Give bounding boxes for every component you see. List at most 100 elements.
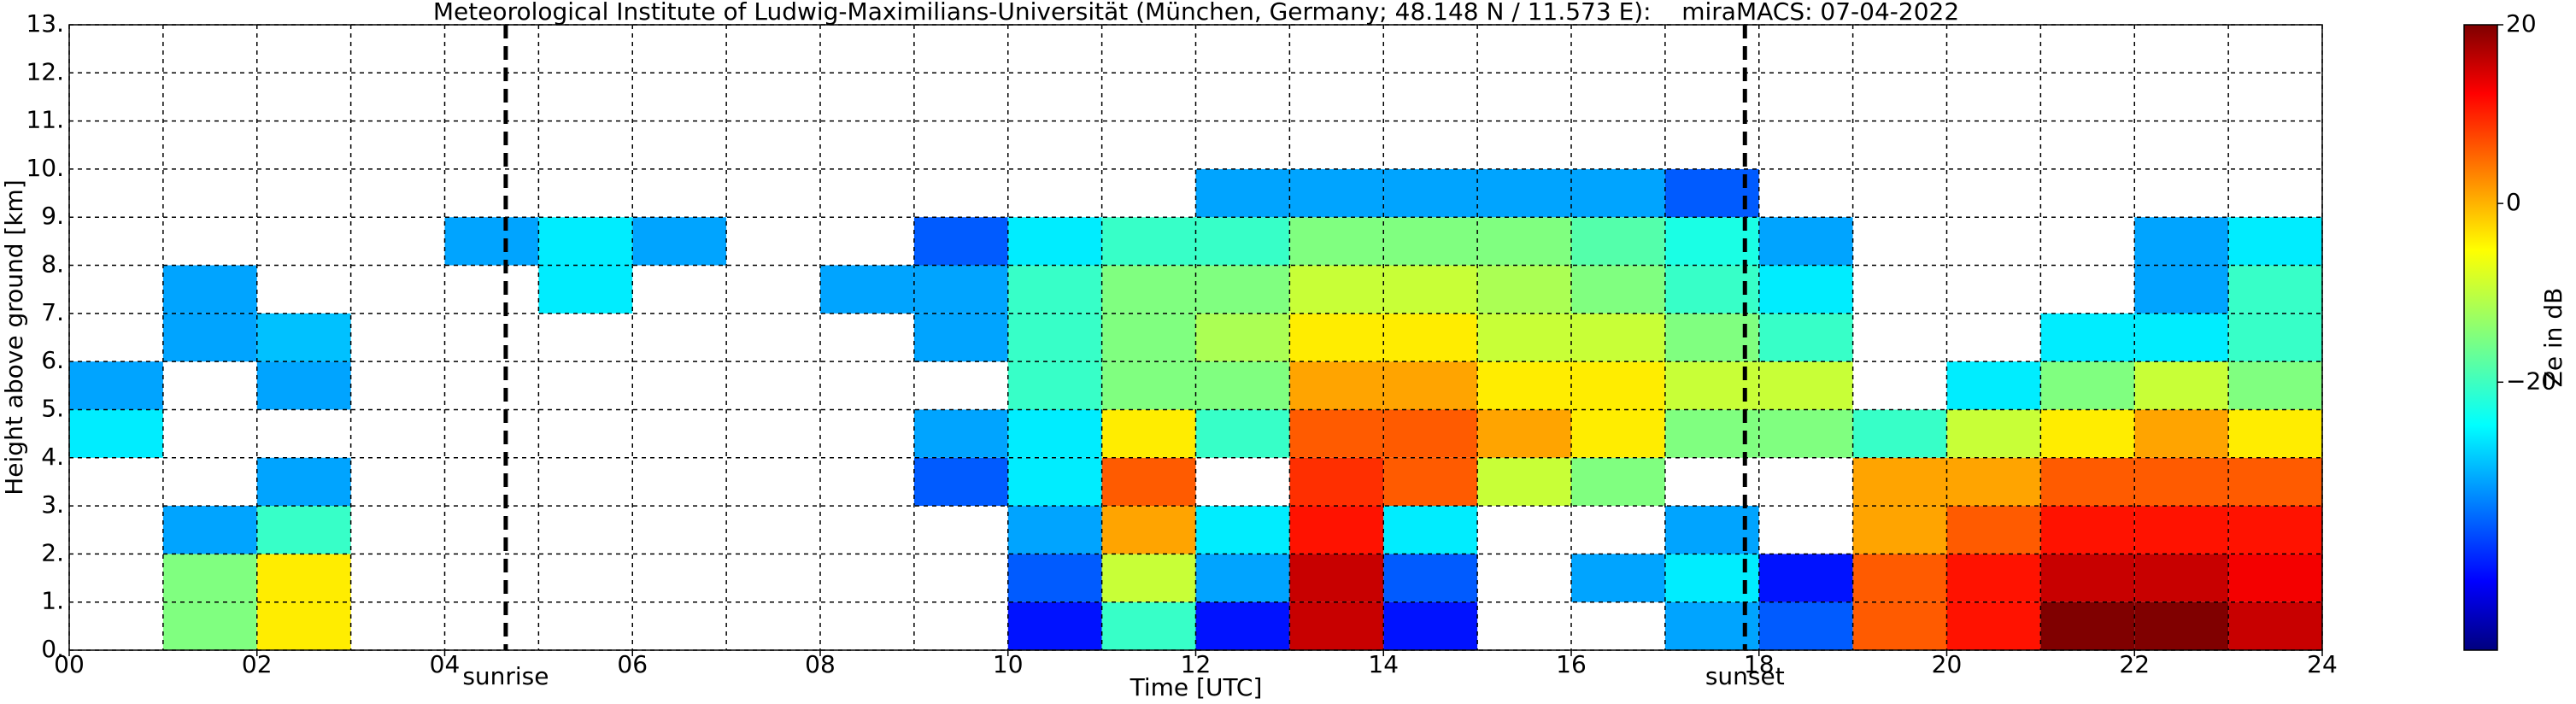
- y-tick-label: 8.: [41, 250, 64, 279]
- cell: [1571, 409, 1665, 458]
- cell: [1852, 506, 1947, 554]
- cell: [1195, 265, 1290, 314]
- cell: [1571, 313, 1665, 362]
- x-tick-label: 06: [617, 650, 648, 678]
- cell: [2228, 361, 2322, 410]
- cell: [913, 265, 1008, 314]
- cell: [2228, 601, 2322, 650]
- y-tick-label: 10.: [26, 154, 64, 182]
- cell: [1289, 361, 1384, 410]
- cell: [256, 506, 351, 554]
- y-tick-label: 2.: [41, 538, 64, 566]
- cell: [632, 217, 727, 266]
- cell: [256, 313, 351, 362]
- cell: [162, 601, 257, 650]
- y-tick-label: 3.: [41, 490, 64, 519]
- cell: [1101, 554, 1196, 602]
- cell: [2040, 409, 2135, 458]
- x-tick-label: 24: [2307, 650, 2338, 678]
- cell: [1289, 217, 1384, 266]
- cell: [256, 361, 351, 410]
- cell: [2228, 217, 2322, 266]
- cell: [1195, 361, 1290, 410]
- cell: [162, 265, 257, 314]
- cell: [820, 265, 914, 314]
- cell: [1101, 265, 1196, 314]
- cell: [1383, 265, 1478, 314]
- colorbar-tick-label: −20: [2506, 367, 2556, 395]
- cell: [1571, 457, 1665, 507]
- cell: [1758, 361, 1853, 410]
- plot-frame: [68, 24, 2323, 651]
- cell: [1289, 457, 1384, 507]
- cell: [1946, 601, 2041, 650]
- x-tick-label: 10: [993, 650, 1024, 678]
- cell: [2040, 506, 2135, 554]
- cell: [256, 601, 351, 650]
- cell: [2040, 554, 2135, 602]
- cell: [2228, 457, 2322, 507]
- cell: [1383, 217, 1478, 266]
- y-tick-label: 7.: [41, 298, 64, 326]
- colorbar-tick-label: 0: [2506, 188, 2521, 216]
- cell: [1007, 217, 1102, 266]
- cell: [2040, 313, 2135, 362]
- cell: [256, 457, 351, 507]
- cell: [1477, 361, 1571, 410]
- x-tick-label: 20: [1932, 650, 1963, 678]
- cell: [1758, 554, 1853, 602]
- cell: [1007, 457, 1102, 507]
- x-tick-label: 14: [1368, 650, 1399, 678]
- cell: [1383, 361, 1478, 410]
- cell: [444, 217, 539, 266]
- cell: [913, 457, 1008, 507]
- x-tick-label: 12: [1181, 650, 1212, 678]
- cell: [2134, 361, 2229, 410]
- x-tick-label: 04: [430, 650, 461, 678]
- cell: [1477, 168, 1571, 218]
- chart-title: Meteorological Institute of Ludwig-Maxim…: [433, 0, 1959, 26]
- cell: [1289, 554, 1384, 602]
- cell: [69, 409, 163, 458]
- cell: [1101, 217, 1196, 266]
- cell: [2134, 554, 2229, 602]
- y-tick-label: 6.: [41, 346, 64, 374]
- cell: [2228, 409, 2322, 458]
- y-tick-label: 11.: [26, 106, 64, 134]
- cell: [1571, 168, 1665, 218]
- cell: [1289, 409, 1384, 458]
- cell: [1383, 506, 1478, 554]
- cell: [1758, 409, 1853, 458]
- cell: [162, 554, 257, 602]
- heatmap: [69, 168, 2322, 650]
- annotation-label: sunset: [1705, 662, 1785, 690]
- y-tick-label: 12.: [26, 57, 64, 85]
- cell: [1758, 265, 1853, 314]
- cell: [1946, 361, 2041, 410]
- cell: [1758, 217, 1853, 266]
- cell: [2134, 265, 2229, 314]
- cell: [1477, 313, 1571, 362]
- y-tick-label: 9.: [41, 202, 64, 230]
- cell: [1195, 601, 1290, 650]
- x-tick-label: 02: [242, 650, 273, 678]
- annotation-label: sunrise: [462, 662, 549, 690]
- cell: [69, 361, 163, 410]
- cell: [1289, 265, 1384, 314]
- cell: [1383, 457, 1478, 507]
- colorbar: [2463, 24, 2498, 651]
- cell: [1007, 265, 1102, 314]
- cell: [1289, 506, 1384, 554]
- cell: [913, 313, 1008, 362]
- cell: [1383, 168, 1478, 218]
- x-tick-label: 08: [805, 650, 836, 678]
- cell: [2228, 506, 2322, 554]
- cell: [2134, 409, 2229, 458]
- cell: [1195, 554, 1290, 602]
- cell: [162, 313, 257, 362]
- cell: [1946, 409, 2041, 458]
- cell: [1852, 601, 1947, 650]
- cell: [256, 554, 351, 602]
- cell: [1195, 168, 1290, 218]
